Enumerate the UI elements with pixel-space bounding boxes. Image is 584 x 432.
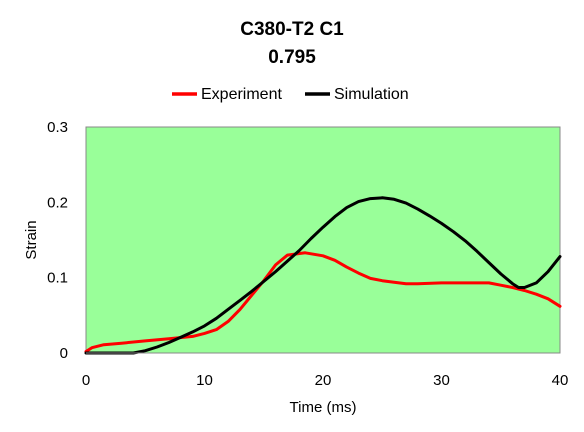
legend: Experiment Simulation xyxy=(172,86,409,103)
chart-title: C380-T2 C1 xyxy=(240,19,344,40)
legend-label-experiment: Experiment xyxy=(201,86,282,103)
x-tick-label: 20 xyxy=(315,372,332,389)
x-tick-label: 0 xyxy=(82,372,90,389)
chart-subtitle: 0.795 xyxy=(268,47,316,68)
y-tick-label: 0 xyxy=(60,345,68,362)
x-tick-labels: 0 10 20 30 40 xyxy=(82,372,569,389)
x-tick-label: 10 xyxy=(196,372,213,389)
plot-area xyxy=(85,126,561,354)
series-layer xyxy=(84,196,562,355)
y-tick-labels: 0 0.1 0.2 0.3 xyxy=(47,119,68,362)
x-axis-label: Time (ms) xyxy=(290,399,357,416)
series-line-simulation xyxy=(84,196,562,355)
x-tick-label: 40 xyxy=(552,372,569,389)
y-tick-label: 0.1 xyxy=(47,270,68,287)
legend-label-simulation: Simulation xyxy=(334,86,409,103)
y-tick-label: 0.3 xyxy=(47,119,68,136)
x-tick-label: 30 xyxy=(433,372,450,389)
y-tick-label: 0.2 xyxy=(47,194,68,211)
y-axis-label: Strain xyxy=(23,220,40,259)
